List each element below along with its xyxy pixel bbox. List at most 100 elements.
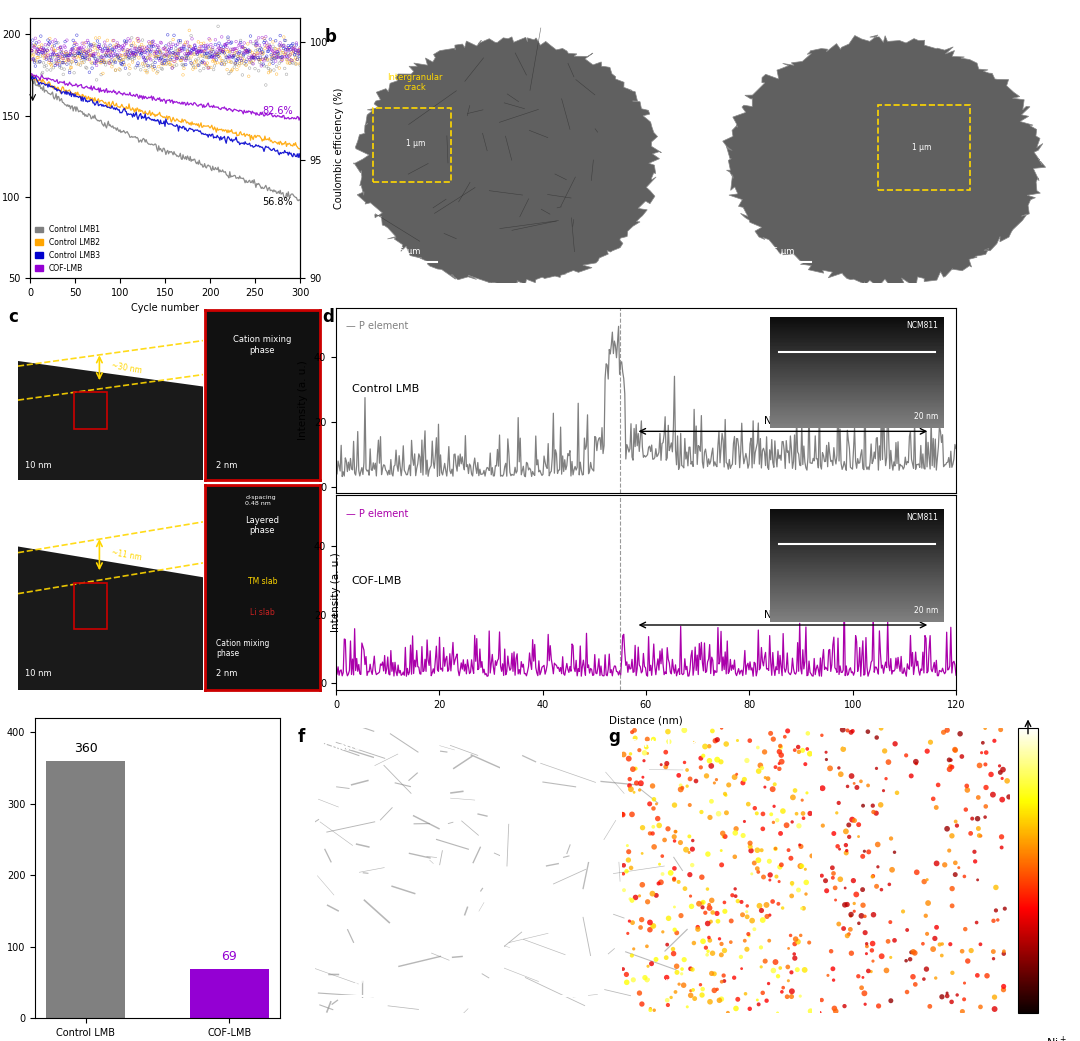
Point — [757, 769, 774, 786]
Point — [748, 842, 766, 859]
Point — [98, 41, 116, 57]
Point — [76, 46, 93, 62]
Point — [774, 899, 792, 916]
Point — [779, 959, 796, 975]
Point — [94, 47, 111, 64]
Point — [697, 738, 714, 755]
Point — [146, 48, 163, 65]
Point — [217, 52, 234, 69]
Point — [841, 921, 859, 938]
Point — [239, 43, 256, 59]
Point — [71, 44, 89, 60]
Point — [705, 965, 723, 982]
Point — [765, 731, 782, 747]
Point — [939, 988, 956, 1005]
Point — [91, 29, 108, 46]
Point — [842, 906, 860, 922]
Point — [968, 914, 985, 931]
Point — [23, 51, 40, 68]
Point — [217, 42, 234, 58]
Point — [681, 770, 699, 787]
Point — [282, 46, 299, 62]
Point — [666, 823, 684, 840]
Point — [66, 47, 83, 64]
Y-axis label: Concentraton of deposited Ni (ppm): Concentraton of deposited Ni (ppm) — [0, 780, 1, 956]
Point — [944, 897, 961, 914]
Point — [28, 34, 45, 51]
Point — [687, 772, 704, 789]
Point — [204, 47, 221, 64]
Point — [108, 39, 125, 55]
Point — [135, 49, 152, 66]
Point — [27, 36, 44, 53]
Point — [701, 753, 718, 769]
Point — [124, 54, 141, 71]
Point — [936, 857, 954, 873]
Point — [33, 66, 51, 82]
Point — [739, 897, 756, 914]
Point — [249, 47, 267, 64]
Point — [136, 49, 153, 66]
Legend: Control LMB1, Control LMB2, Control LMB3, COF-LMB: Control LMB1, Control LMB2, Control LMB3… — [32, 222, 104, 276]
Point — [137, 54, 154, 71]
Point — [221, 43, 239, 59]
Point — [285, 41, 302, 57]
Point — [41, 33, 58, 50]
Point — [41, 49, 58, 66]
Point — [85, 48, 103, 65]
Point — [282, 47, 299, 64]
Point — [222, 41, 240, 57]
Point — [680, 828, 698, 844]
Point — [206, 52, 224, 69]
Point — [197, 37, 214, 54]
Point — [703, 965, 720, 982]
Point — [112, 39, 130, 55]
Point — [825, 826, 842, 842]
Point — [258, 48, 275, 65]
Point — [138, 62, 156, 79]
Point — [124, 46, 141, 62]
Point — [899, 984, 916, 1000]
Text: 5 μm: 5 μm — [772, 247, 794, 256]
Point — [269, 44, 286, 60]
Point — [144, 36, 161, 53]
Text: Control LMB: Control LMB — [351, 384, 419, 395]
Point — [797, 886, 814, 903]
Point — [37, 36, 54, 53]
Point — [956, 974, 973, 991]
Point — [860, 843, 877, 860]
Point — [646, 791, 663, 808]
Point — [23, 45, 40, 61]
Point — [179, 34, 197, 51]
Point — [276, 41, 294, 57]
Point — [267, 50, 284, 67]
Point — [737, 986, 754, 1002]
Point — [218, 61, 235, 78]
Point — [708, 905, 726, 921]
Point — [654, 923, 672, 940]
Point — [67, 44, 84, 60]
Point — [944, 964, 961, 981]
Point — [158, 55, 175, 72]
Text: Cation mixing
phase: Cation mixing phase — [233, 335, 292, 355]
Point — [279, 41, 296, 57]
Point — [143, 34, 160, 51]
Point — [160, 48, 177, 65]
Point — [136, 45, 153, 61]
Point — [694, 933, 712, 949]
Point — [948, 987, 966, 1004]
Point — [217, 37, 234, 54]
Point — [266, 49, 283, 66]
Point — [916, 873, 933, 890]
Point — [666, 833, 684, 849]
Point — [28, 45, 45, 61]
Point — [151, 42, 168, 58]
Point — [154, 41, 172, 57]
Point — [77, 48, 94, 65]
Point — [168, 50, 186, 67]
Point — [991, 758, 1009, 775]
Point — [38, 49, 55, 66]
Point — [288, 51, 306, 68]
Point — [232, 47, 249, 64]
Point — [141, 44, 159, 60]
